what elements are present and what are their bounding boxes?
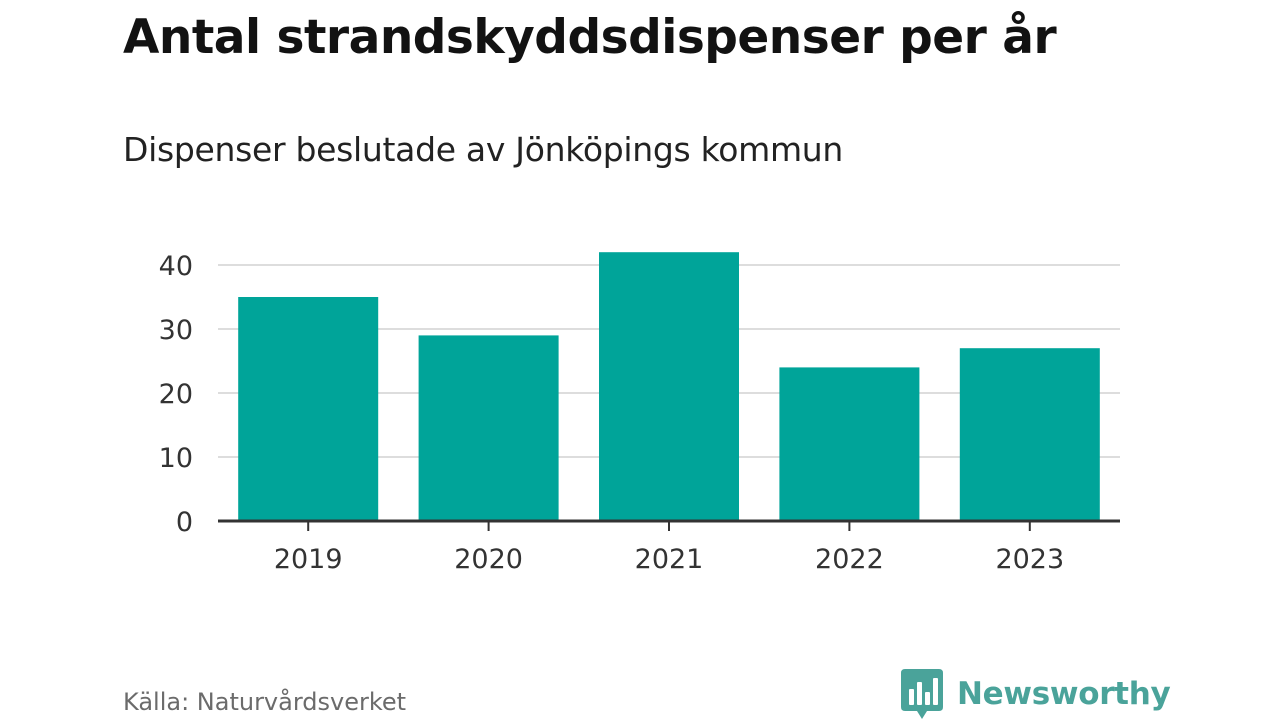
brand-name: Newsworthy [957, 676, 1171, 712]
y-tick-label: 0 [176, 507, 193, 538]
source-note: Källa: Naturvårdsverket [123, 688, 407, 716]
x-tick-label: 2022 [815, 544, 884, 575]
chart-title: Antal strandskyddsdispenser per år [123, 10, 1057, 65]
bars [238, 252, 1100, 521]
x-tick-label: 2019 [274, 544, 343, 575]
y-tick-label: 40 [159, 251, 193, 282]
y-tick-label: 30 [159, 315, 193, 346]
x-tick-label: 2023 [995, 544, 1064, 575]
bar-2023 [959, 348, 1100, 521]
bar-2022 [779, 367, 920, 521]
x-axis: 2019 2020 2021 2022 2023 [218, 519, 1120, 575]
bar-2020 [418, 335, 559, 521]
y-tick-label: 20 [159, 379, 193, 410]
x-tick-label: 2021 [635, 544, 704, 575]
y-tick-label: 10 [159, 443, 193, 474]
bar-2019 [238, 297, 379, 521]
bar-2021 [599, 252, 739, 521]
y-axis-ticks: 0 10 20 30 40 [159, 251, 193, 538]
chart-subtitle: Dispenser beslutade av Jönköpings kommun [123, 130, 844, 169]
newsworthy-logo-icon [901, 669, 943, 719]
brand-logo: Newsworthy [901, 669, 1171, 719]
x-tick-label: 2020 [454, 544, 523, 575]
